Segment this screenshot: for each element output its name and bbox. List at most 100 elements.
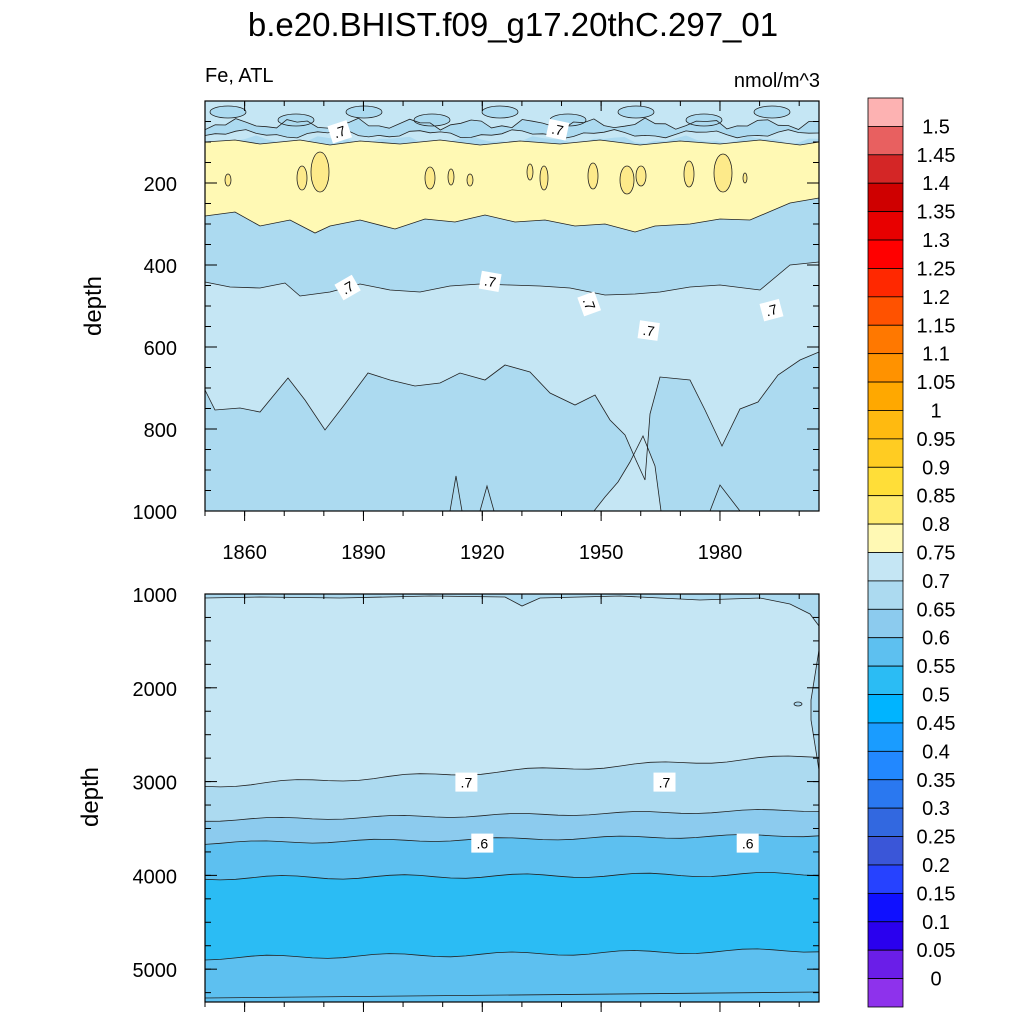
colorbar-label: 1.5 — [922, 116, 950, 138]
upper-070-band — [205, 262, 819, 480]
colorbar-label: 1.4 — [922, 173, 950, 195]
upper-contour-label: .7 — [577, 291, 602, 317]
colorbar-label: 0.9 — [922, 457, 950, 479]
colorbar-label: 1.3 — [922, 230, 950, 252]
colorbar-swatch — [867, 665, 904, 695]
upper-contour-label: .7 — [759, 298, 784, 322]
y-tick-label: 1000 — [133, 502, 178, 524]
y-tick-label: 5000 — [133, 960, 178, 982]
y-tick-label: 4000 — [133, 866, 178, 888]
upper-bottom-bump-contour — [593, 435, 662, 512]
upper-contour-label-text: .7 — [332, 122, 348, 141]
colorbar-label: 0.35 — [917, 770, 956, 792]
upper-contour-label-text: .7 — [580, 296, 599, 313]
y-tick-label: 3000 — [133, 773, 178, 795]
chart-title: b.e20.BHIST.f09_g17.20thC.297_01 — [248, 6, 778, 43]
lower-contour-label-box — [653, 772, 676, 792]
colorbar-label: 0.25 — [917, 827, 956, 849]
colorbar-swatch — [867, 182, 904, 213]
y-tick-label: 800 — [144, 420, 177, 442]
lower-contour-label: .7 — [455, 772, 478, 792]
colorbar-label: 0.95 — [917, 429, 956, 451]
upper-yellow-contour-patch — [424, 166, 436, 190]
x-tick-label: 1860 — [222, 542, 267, 564]
upper-surface-contour-patch — [277, 113, 315, 127]
lower-contour-label-text: .7 — [461, 775, 473, 791]
upper-contour-label: .7 — [637, 320, 660, 341]
y-tick-label: 200 — [144, 174, 177, 196]
lower-contour-label: .6 — [471, 833, 494, 853]
colorbar-label: 1.2 — [922, 287, 950, 309]
colorbar-label: 0.5 — [922, 685, 950, 707]
colorbar-label: 0.05 — [917, 940, 956, 962]
upper-surface-contour-patch — [617, 105, 655, 119]
colorbar-label: 0.75 — [917, 543, 956, 565]
x-tick-label: 1920 — [460, 542, 505, 564]
upper-contour-label: .7 — [334, 274, 361, 301]
colorbar-label: 0.8 — [922, 514, 950, 536]
upper-contour-label-box — [637, 320, 660, 341]
upper-contour-label: .7 — [545, 118, 570, 141]
upper-bottom-contour-line — [449, 475, 463, 512]
lower-small-contour-patch — [793, 701, 803, 707]
upper-bottom-contour-line — [479, 484, 495, 512]
colorbar-swatch — [867, 779, 904, 809]
y-tick-label: 2000 — [133, 679, 178, 701]
upper-surface-contour-patch — [685, 113, 723, 127]
upper-contour-label-text: .7 — [483, 273, 497, 291]
colorbar-swatch — [867, 126, 904, 156]
x-tick-label: 1950 — [579, 542, 624, 564]
upper-contour-panel: .7 .7 .7 .7 .7 .7 .7 200 400 600 800 1000 1860 1890 1… — [80, 100, 820, 564]
colorbar-swatch — [867, 353, 904, 383]
upper-contour-label-box — [577, 291, 602, 317]
colorbar-swatch — [867, 523, 904, 553]
lower-contour-line — [204, 948, 820, 961]
lower-contour-label-box — [455, 772, 478, 792]
lower-contour-label-box — [736, 833, 759, 853]
colorbar-swatch — [867, 268, 904, 298]
upper-yellow-contour-patch — [224, 173, 232, 187]
upper-surface-contour-patch — [209, 105, 247, 119]
lower-contour-line — [204, 755, 820, 788]
x-tick-label: 1980 — [698, 542, 743, 564]
colorbar-swatch — [867, 722, 904, 752]
colorbar-label: 0.4 — [922, 741, 950, 763]
lower-contour-line — [204, 834, 820, 845]
lower-contour-line — [204, 872, 820, 881]
colorbar-swatch — [867, 296, 904, 326]
colorbar-label: 1.1 — [922, 344, 950, 366]
upper-yellow-contour-patch — [713, 153, 733, 193]
lower-contour-label: .6 — [736, 833, 759, 853]
upper-contour-label-text: .7 — [764, 301, 780, 320]
colorbar-swatch — [867, 97, 904, 127]
colorbar-swatch — [867, 864, 904, 894]
colorbar-swatch — [867, 978, 904, 1008]
upper-contour-label-box — [334, 274, 361, 301]
lower-top-contour-line — [204, 595, 820, 627]
colorbar-swatch — [867, 495, 904, 525]
upper-yellow-bottom-contour — [204, 197, 820, 234]
upper-yellow-top-contour — [204, 139, 820, 146]
colorbar-label: 1.15 — [917, 315, 956, 337]
colorbar-swatch — [867, 324, 904, 355]
upper-yellow-contour-patch — [526, 163, 534, 181]
colorbar-swatch — [867, 239, 904, 269]
colorbar-label: 0.85 — [917, 486, 956, 508]
upper-surface-contour-patch — [345, 105, 383, 119]
colorbar-label: 0.3 — [922, 798, 950, 820]
colorbar: 1.5 1.45 1.4 1.35 1.3 1.25 1.2 1.15 1.1 1.05 1 0.95… — [867, 97, 956, 1008]
lower-right-contour-line — [810, 649, 820, 771]
upper-surface-contour-line — [204, 129, 820, 139]
upper-070-depth-contour — [204, 351, 820, 481]
colorbar-swatch — [867, 580, 904, 610]
upper-yellow-contour-patch — [296, 165, 308, 191]
lower-bottom-contour-line — [204, 991, 820, 999]
colorbar-label: 0 — [930, 969, 941, 991]
upper-surface-contour-patch — [481, 105, 519, 119]
upper-contour-label-box — [759, 298, 784, 322]
colorbar-swatch — [867, 211, 904, 241]
upper-yellow-contour-patch — [310, 151, 330, 193]
colorbar-swatch — [867, 608, 904, 639]
colorbar-swatch — [867, 466, 904, 497]
variable-subtitle: Fe, ATL — [205, 65, 274, 87]
